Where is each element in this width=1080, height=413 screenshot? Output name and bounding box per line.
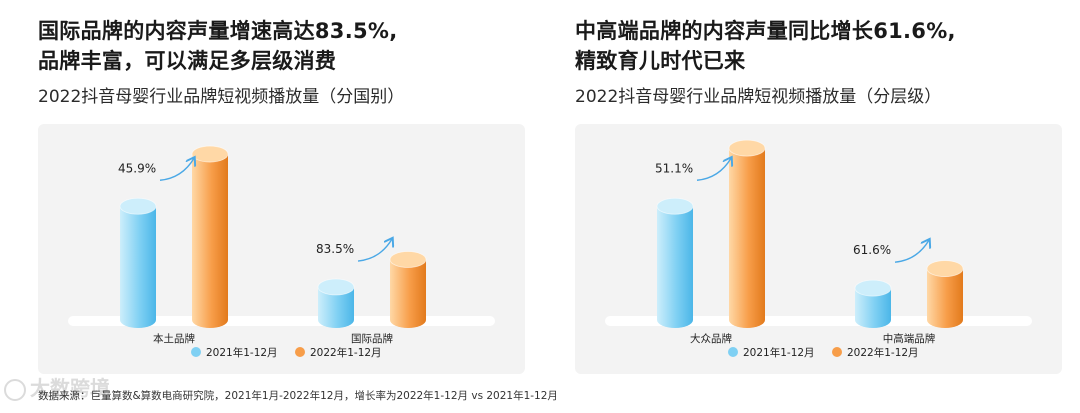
growth-arrow-icon-0 xyxy=(159,158,194,181)
chart-baseline-shelf xyxy=(68,316,495,326)
bar-2022-0 xyxy=(191,145,229,328)
chart-baseline-shelf xyxy=(605,316,1032,326)
category-label-1: 中高端品牌 xyxy=(883,332,936,345)
bar-2021-1 xyxy=(317,278,355,328)
right-headline: 中高端品牌的内容声量同比增长61.6%, 精致育儿时代已来 xyxy=(575,16,956,76)
growth-label-1: 61.6% xyxy=(853,243,891,257)
bar-2021-0 xyxy=(656,197,694,328)
legend-item-1: 2022年1-12月 xyxy=(832,346,919,359)
right-headline-line2: 精致育儿时代已来 xyxy=(575,49,746,73)
left-chart-subtitle: 2022抖音母婴行业品牌短视频播放量（分国别） xyxy=(38,87,405,107)
category-label-0: 本土品牌 xyxy=(153,332,195,345)
bar-2022-1 xyxy=(926,260,964,328)
legend-item-1: 2022年1-12月 xyxy=(295,346,382,359)
growth-label-1: 83.5% xyxy=(316,242,354,256)
left-bar-chart: 本土品牌 45.9% 国际品牌 83.5% 2021年1-12月 2022年1-12月 xyxy=(68,145,495,359)
right-chart-card: 大众品牌 51.1% 中高端品牌 61.6% 2021年1-12月 2022年1-12月 xyxy=(575,124,1062,374)
legend-dot-icon xyxy=(295,347,305,357)
left-panel: 国际品牌的内容声量增速高达83.5%, 品牌丰富，可以满足多层级消费 2022抖… xyxy=(38,0,538,395)
left-headline: 国际品牌的内容声量增速高达83.5%, 品牌丰富，可以满足多层级消费 xyxy=(38,16,398,76)
watermark-logo-icon xyxy=(4,378,26,401)
data-source-footnote: 数据来源：巨量算数&算数电商研究院，2021年1月-2022年12月，增长率为2… xyxy=(38,390,558,402)
legend-dot-icon xyxy=(728,347,738,357)
bar-2022-1 xyxy=(389,251,427,328)
legend-dot-icon xyxy=(832,347,842,357)
legend-label: 2021年1-12月 xyxy=(206,346,278,359)
legend-item-0: 2021年1-12月 xyxy=(191,346,278,359)
left-chart-card: 本土品牌 45.9% 国际品牌 83.5% 2021年1-12月 2022年1-12月 xyxy=(38,124,525,374)
growth-label-0: 45.9% xyxy=(118,161,156,175)
legend-dot-icon xyxy=(191,347,201,357)
left-headline-line1: 国际品牌的内容声量增速高达83.5%, xyxy=(38,19,398,43)
bar-2021-0 xyxy=(119,197,157,328)
legend-item-0: 2021年1-12月 xyxy=(728,346,815,359)
legend-label: 2022年1-12月 xyxy=(847,346,919,359)
growth-arrow-icon-1 xyxy=(894,240,929,263)
right-bar-chart: 大众品牌 51.1% 中高端品牌 61.6% 2021年1-12月 2022年1-12月 xyxy=(605,139,1032,359)
right-panel: 中高端品牌的内容声量同比增长61.6%, 精致育儿时代已来 2022抖音母婴行业… xyxy=(575,0,1075,395)
legend-label: 2022年1-12月 xyxy=(310,346,382,359)
bar-2022-0 xyxy=(728,139,766,328)
growth-label-0: 51.1% xyxy=(655,161,693,175)
category-label-0: 大众品牌 xyxy=(690,332,732,345)
right-headline-line1: 中高端品牌的内容声量同比增长61.6%, xyxy=(575,19,956,43)
growth-arrow-icon-1 xyxy=(357,239,392,262)
growth-arrow-icon-0 xyxy=(696,158,731,181)
left-headline-line2: 品牌丰富，可以满足多层级消费 xyxy=(38,49,337,73)
watermark-text: 大数跨境 xyxy=(30,376,110,400)
legend-label: 2021年1-12月 xyxy=(743,346,815,359)
watermark: 大数跨境 xyxy=(4,372,110,401)
category-label-1: 国际品牌 xyxy=(351,332,393,345)
right-chart-subtitle: 2022抖音母婴行业品牌短视频播放量（分层级） xyxy=(575,87,942,107)
bar-2021-1 xyxy=(854,279,892,328)
